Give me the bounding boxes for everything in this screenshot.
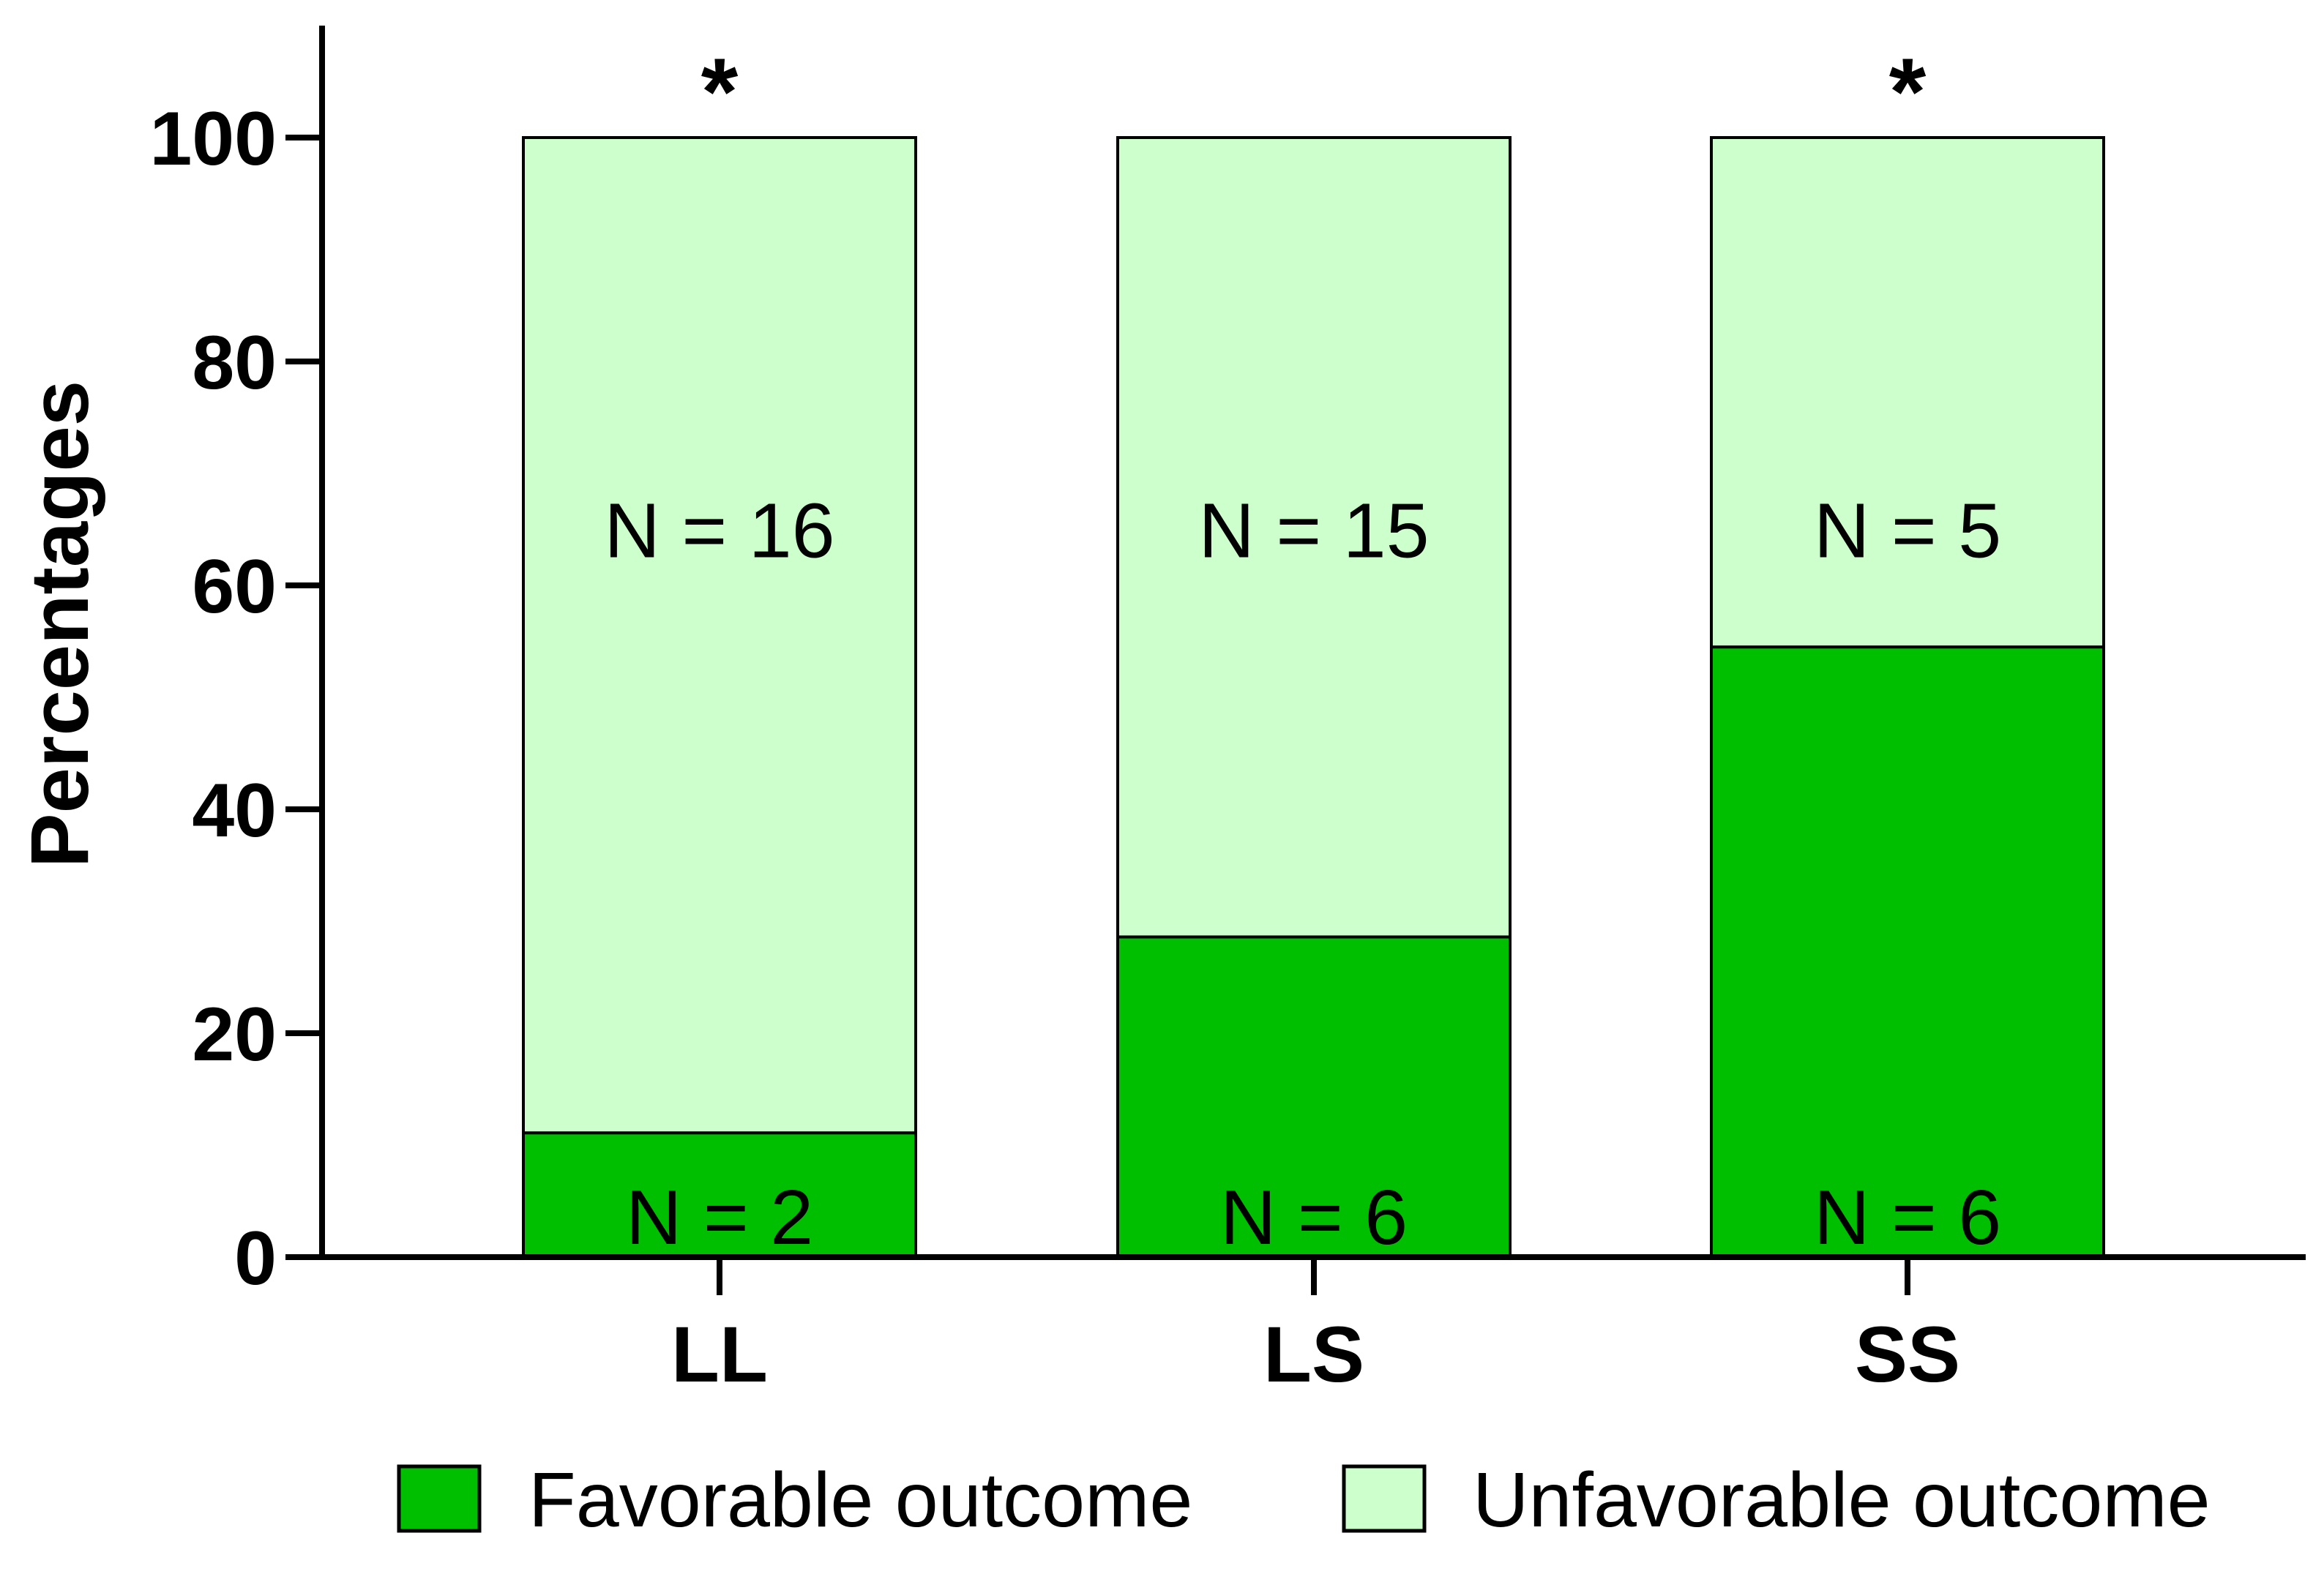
bar-ss-unfavorable: [1710, 136, 2105, 649]
bar-ll-unfavorable: [522, 136, 917, 1135]
legend: Favorable outcome Unfavorable outcome: [397, 1457, 2211, 1543]
data-label-ll-favorable: N = 2: [626, 1174, 813, 1261]
data-label-ls-favorable: N = 6: [1220, 1174, 1408, 1261]
y-tick-label-60: 60: [192, 544, 277, 629]
bar-ss-favorable: [1710, 645, 2105, 1259]
y-tick-label-100: 100: [149, 97, 277, 181]
data-label-ll-unfavorable: N = 16: [604, 488, 834, 574]
data-label-ss-favorable: N = 6: [1814, 1174, 2001, 1261]
legend-label-unfavorable: Unfavorable outcome: [1473, 1457, 2211, 1543]
significance-marker-ll: *: [701, 38, 739, 145]
x-tick-label-ss: SS: [1855, 1310, 1960, 1398]
labels-layer: N = 2 N = 16 * LL N = 6 N = 15 LS N = 6 N = 5 * SS…: [14, 38, 2001, 1398]
y-tick-label-80: 80: [192, 321, 277, 405]
bars-layer: [522, 136, 2105, 1259]
bar-ls-favorable: [1116, 935, 1512, 1259]
data-label-ss-unfavorable: N = 5: [1814, 488, 2001, 574]
x-tick-label-ls: LS: [1263, 1310, 1364, 1398]
legend-label-favorable: Favorable outcome: [528, 1457, 1192, 1543]
data-label-ls-unfavorable: N = 15: [1198, 488, 1429, 574]
bar-ls-unfavorable: [1116, 136, 1512, 939]
y-tick-label-20: 20: [192, 992, 277, 1077]
significance-marker-ss: *: [1889, 38, 1927, 145]
y-tick-label-0: 0: [234, 1216, 277, 1301]
bar-ll-favorable: [522, 1131, 917, 1259]
y-axis-title: Percentages: [14, 381, 105, 868]
y-tick-label-40: 40: [192, 768, 277, 853]
axes-layer: [285, 26, 2306, 1295]
legend-swatch-favorable: [397, 1464, 482, 1533]
legend-swatch-unfavorable: [1342, 1464, 1427, 1533]
x-tick-label-ll: LL: [671, 1310, 768, 1398]
